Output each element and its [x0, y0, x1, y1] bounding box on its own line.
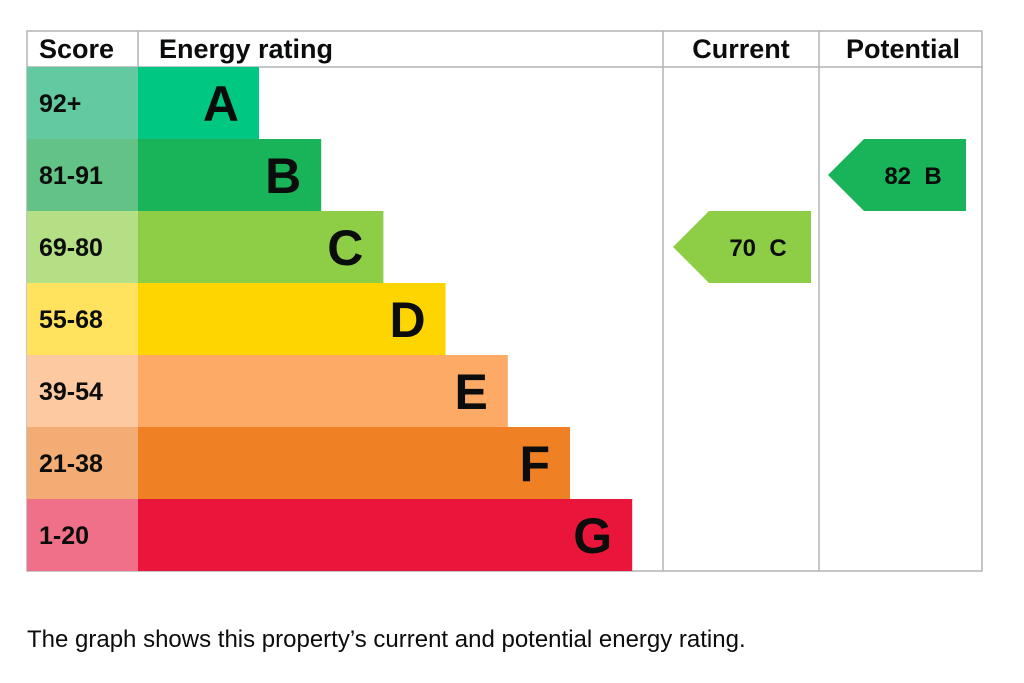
rating-bands: 92+ A 81-91 B 69-80 C 55-68 D 39-54 E 21-38 F 1-20 G	[27, 67, 633, 571]
current-marker	[673, 211, 811, 283]
score-label-a: 92+	[39, 90, 81, 118]
header-score: Score	[39, 34, 114, 64]
score-label-c: 69-80	[39, 234, 103, 262]
band-bar-e	[138, 355, 508, 427]
score-cell-e	[27, 355, 138, 427]
band-bar-a	[138, 67, 259, 139]
header-potential: Potential	[846, 34, 960, 64]
potential-marker-label: 82 B	[884, 163, 941, 190]
band-letter-e: E	[454, 364, 487, 420]
score-cell-g	[27, 499, 138, 571]
score-cell-c	[27, 211, 138, 283]
band-letter-a: A	[203, 76, 239, 132]
band-letter-b: B	[265, 148, 301, 204]
score-cell-f	[27, 427, 138, 499]
score-label-f: 21-38	[39, 450, 103, 478]
header-current: Current	[692, 34, 790, 64]
header-energy-rating: Energy rating	[159, 34, 333, 64]
potential-marker	[828, 139, 966, 211]
band-letter-f: F	[519, 436, 550, 492]
score-label-d: 55-68	[39, 306, 103, 334]
current-marker-label: 70 C	[729, 235, 786, 262]
epc-chart: Score Energy rating Current Potential 92…	[26, 30, 983, 572]
rating-markers: 70 C 82 B	[673, 139, 966, 283]
band-bar-c	[138, 211, 384, 283]
band-letter-g: G	[573, 508, 612, 564]
score-cell-b	[27, 139, 138, 211]
score-cell-a	[27, 67, 138, 139]
band-bar-g	[138, 499, 633, 571]
score-label-b: 81-91	[39, 162, 103, 190]
score-cell-d	[27, 283, 138, 355]
score-label-e: 39-54	[39, 378, 103, 406]
chart-caption: The graph shows this property’s current …	[27, 626, 746, 653]
band-bar-d	[138, 283, 446, 355]
band-letter-d: D	[389, 292, 425, 348]
score-label-g: 1-20	[39, 522, 89, 550]
band-bar-f	[138, 427, 570, 499]
band-letter-c: C	[327, 220, 363, 276]
band-bar-b	[138, 139, 322, 211]
